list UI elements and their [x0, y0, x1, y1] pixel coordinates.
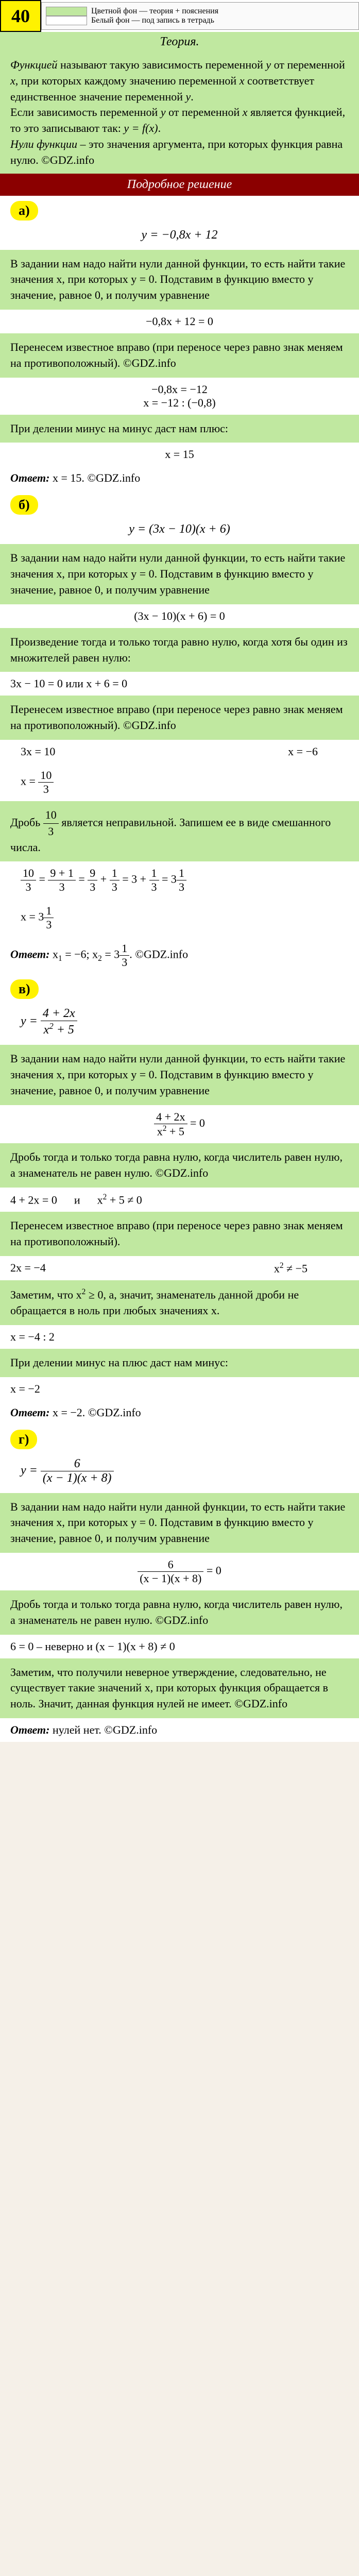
section-a-block1: В задании нам надо найти нули данной фун…	[0, 250, 359, 310]
section-v-formula6: x = −2	[0, 1377, 359, 1401]
section-b-formula1: y = (3x − 10)(x + 6)	[0, 515, 359, 544]
section-v-block4: Заметим, что x2 ≥ 0, а, значит, знаменат…	[0, 1280, 359, 1325]
section-a-label: а)	[10, 201, 38, 221]
section-b-formula7: x = 313	[0, 899, 359, 937]
legend-text-2: Белый фон — под запись в тетрадь	[91, 16, 214, 25]
section-v-block2: Дробь тогда и только тогда равна нулю, к…	[0, 1143, 359, 1188]
section-b-label: б)	[10, 495, 38, 515]
section-b-formula4: 3x = 10 x = −6	[0, 740, 359, 764]
legend-row-2: Белый фон — под запись в тетрадь	[46, 16, 354, 25]
section-a-answer: Ответ: x = 15. ©GDZ.info	[0, 466, 359, 490]
section-v-formula4: 2x = −4 x2 ≠ −5	[0, 1256, 359, 1280]
section-g-formula3: 6 = 0 – неверно и (x − 1)(x + 8) ≠ 0	[0, 1635, 359, 1658]
section-v-formula1: y = 4 + 2xx2 + 5	[0, 999, 359, 1045]
section-a-formula3: −0,8x = −12 x = −12 : (−0,8)	[0, 378, 359, 415]
section-b-formula6: 103 = 9 + 13 = 93 + 13 = 3 + 13 = 313	[0, 861, 359, 899]
section-v-block3: Перенесем известное вправо (при переносе…	[0, 1212, 359, 1256]
section-v-formula2: 4 + 2xx2 + 5 = 0	[0, 1105, 359, 1143]
section-b-formula5: x = 103	[0, 764, 359, 801]
exercise-number: 40	[0, 0, 41, 32]
section-v-answer: Ответ: x = −2. ©GDZ.info	[0, 1401, 359, 1425]
section-a-formula4: x = 15	[0, 443, 359, 466]
header: 40 Цветной фон — теория + пояснения Белы…	[0, 0, 359, 32]
section-b-block4: Дробь 103 является неправильной. Запишем…	[0, 801, 359, 861]
section-g-block1: В задании нам надо найти нули данной фун…	[0, 1493, 359, 1553]
section-g-formula1: y = 6(x − 1)(x + 8)	[0, 1449, 359, 1493]
legend: Цветной фон — теория + пояснения Белый ф…	[41, 2, 359, 30]
section-a-block2: Перенесем известное вправо (при переносе…	[0, 333, 359, 378]
section-b-block1: В задании нам надо найти нули данной фун…	[0, 544, 359, 604]
section-b-block3: Перенесем известное вправо (при переносе…	[0, 696, 359, 740]
section-b-formula3: 3x − 10 = 0 или x + 6 = 0	[0, 672, 359, 696]
section-v-block5: При делении минус на плюс даст нам минус…	[0, 1349, 359, 1377]
section-g-answer: Ответ: нулей нет. ©GDZ.info	[0, 1718, 359, 1742]
section-a-block3: При делении минус на минус даст нам плюс…	[0, 415, 359, 443]
section-g-block3: Заметим, что получили неверное утвержден…	[0, 1658, 359, 1718]
section-a-formula2: −0,8x + 12 = 0	[0, 310, 359, 333]
section-g-block2: Дробь тогда и только тогда равна нулю, к…	[0, 1590, 359, 1635]
section-g-label: г)	[10, 1430, 37, 1449]
section-g-formula2: 6(x − 1)(x + 8) = 0	[0, 1553, 359, 1590]
section-v-block1: В задании нам надо найти нули данной фун…	[0, 1045, 359, 1105]
solution-header: Подробное решение	[0, 174, 359, 196]
legend-text-1: Цветной фон — теория + пояснения	[91, 7, 218, 16]
theory-title: Теория.	[0, 32, 359, 52]
section-v-formula3: 4 + 2x = 0 и x2 + 5 ≠ 0	[0, 1188, 359, 1212]
legend-row-1: Цветной фон — теория + пояснения	[46, 7, 354, 16]
legend-color-green	[46, 7, 87, 16]
section-b-block2: Произведение тогда и только тогда равно …	[0, 628, 359, 672]
section-v-label: в)	[10, 979, 39, 999]
section-a-formula1: y = −0,8x + 12	[0, 221, 359, 250]
section-b-formula2: (3x − 10)(x + 6) = 0	[0, 604, 359, 628]
section-v-formula5: x = −4 : 2	[0, 1325, 359, 1349]
legend-color-white	[46, 16, 87, 25]
theory-content: Функцией называют такую зависимость пере…	[0, 52, 359, 174]
section-b-answer: Ответ: x1 = −6; x2 = 313. ©GDZ.info	[0, 937, 359, 974]
